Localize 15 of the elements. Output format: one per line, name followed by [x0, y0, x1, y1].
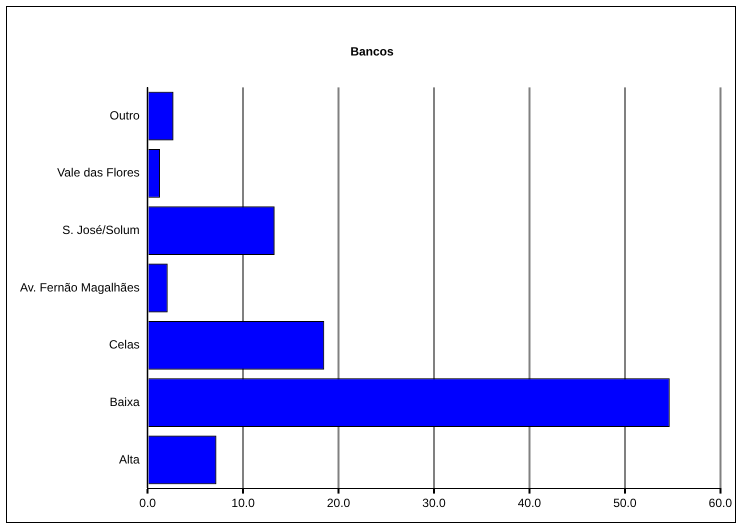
y-tick-label: Celas [108, 338, 140, 352]
chart-title: Bancos [350, 44, 394, 59]
x-tick-label: 50.0 [613, 496, 637, 510]
y-tick-label: Alta [118, 452, 140, 466]
y-tick-label: Baixa [110, 394, 140, 409]
x-tick-label: 40.0 [518, 496, 542, 510]
x-tick-label: 30.0 [422, 496, 446, 510]
x-tick-label: 0.0 [139, 496, 156, 510]
y-tick-label: S. José/Solum [62, 223, 140, 237]
x-tick-label: 20.0 [326, 496, 351, 510]
y-tick-label: Av. Fernão Magalhães [20, 280, 140, 294]
x-tick-label: 60.0 [708, 496, 732, 510]
x-tick-label: 10.0 [231, 496, 256, 510]
y-tick-label: Outro [110, 108, 140, 122]
y-tick-label: Vale das Flores [57, 166, 140, 180]
